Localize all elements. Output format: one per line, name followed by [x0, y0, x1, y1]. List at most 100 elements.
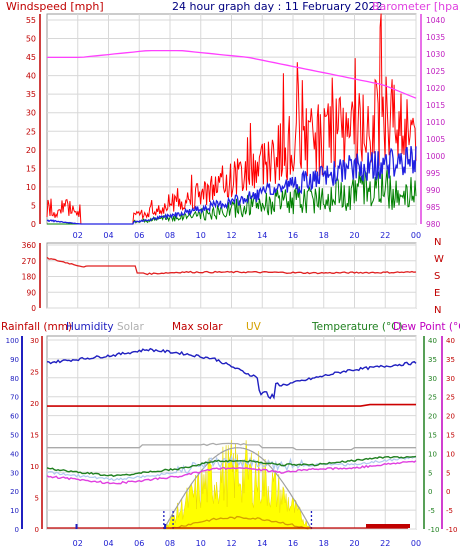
barometer-y-tick: 1000 — [426, 152, 445, 161]
barometer-y-tick: 1035 — [426, 33, 445, 42]
barometer-y-tick: 1005 — [426, 135, 445, 144]
temp-y-tick: 5 — [428, 469, 432, 477]
temp-x-tick: 14 — [257, 539, 267, 548]
temp-x-tick: 08 — [165, 539, 175, 548]
wind-y-tick: 45 — [26, 53, 36, 62]
avg-wind-series — [46, 146, 417, 225]
humidity-y-tick: 10 — [10, 507, 19, 515]
wind-x-tick: 22 — [380, 231, 390, 240]
windspeed-axis-label: Windspeed [mph] — [6, 0, 104, 13]
dewpoint-y-tick: 35 — [446, 356, 455, 364]
solar-series — [47, 442, 416, 451]
humidity-y-tick: 50 — [10, 432, 19, 440]
wind-x-tick: 12 — [226, 231, 236, 240]
barometer-y-tick: 1020 — [426, 84, 445, 93]
rain-y-tick: 25 — [30, 369, 39, 377]
rain-y-tick: 10 — [30, 463, 39, 471]
solar-area — [163, 440, 313, 530]
humidity-y-tick: 60 — [10, 413, 19, 421]
uv-series — [169, 515, 309, 530]
humidity-y-tick: 40 — [10, 450, 19, 458]
temp-y-tick: -10 — [428, 526, 439, 534]
wind-y-tick: 30 — [26, 109, 36, 118]
dewpoint-y-tick: 10 — [446, 450, 455, 458]
wind-y-tick: 10 — [26, 183, 36, 192]
compass-label: E — [434, 288, 440, 299]
temp-y-tick: 20 — [428, 413, 437, 421]
wind-y-tick: 20 — [26, 146, 36, 155]
compass-label: N — [434, 237, 441, 248]
dewpoint-y-tick: 40 — [446, 337, 455, 345]
wind-y-tick: 25 — [26, 127, 36, 136]
temp-y-tick: 25 — [428, 394, 437, 402]
dewpoint-series — [46, 460, 417, 485]
direction-y-tick: 0 — [31, 304, 36, 313]
dewpoint-y-tick: 5 — [446, 469, 450, 477]
temp-x-tick: 04 — [103, 539, 113, 548]
wind-x-tick: 20 — [349, 231, 359, 240]
humidity-y-tick: 30 — [10, 469, 19, 477]
dewpoint-y-tick: 15 — [446, 432, 455, 440]
barometer-y-tick: 980 — [426, 220, 441, 229]
temp-x-tick: 22 — [380, 539, 390, 548]
wind-x-tick: 00 — [411, 231, 421, 240]
humidity-series — [47, 347, 417, 400]
rain-y-tick: 15 — [30, 432, 39, 440]
wind-x-tick: 18 — [319, 231, 329, 240]
barometer-y-tick: 1030 — [426, 50, 445, 59]
rain-y-tick: 30 — [30, 337, 39, 345]
graph-title: 24 hour graph day : 11 February 2022 — [172, 0, 383, 13]
temp-y-tick: 10 — [428, 450, 437, 458]
uv-label: UV — [246, 321, 262, 333]
temp-x-tick: 20 — [349, 539, 359, 548]
temp-x-tick: 16 — [288, 539, 298, 548]
temperature-series — [46, 455, 417, 477]
humidity-y-tick: 20 — [10, 488, 19, 496]
temp-y-tick: 0 — [428, 488, 432, 496]
wind-y-tick: 55 — [26, 16, 36, 25]
temperature-label: Temperature (°C) — [311, 321, 403, 333]
wind-y-tick: 40 — [26, 72, 36, 81]
compass-label: S — [434, 271, 440, 282]
temp-y-tick: -5 — [428, 507, 435, 515]
rain-y-tick: 5 — [35, 495, 39, 503]
dewpoint-y-tick: 25 — [446, 394, 455, 402]
humidity-y-tick: 70 — [10, 394, 19, 402]
wind-x-tick: 06 — [134, 231, 144, 240]
wind-x-tick: 02 — [73, 231, 83, 240]
wind-y-tick: 0 — [31, 220, 36, 229]
solar-label: Solar — [117, 321, 144, 333]
dewpoint-y-tick: -10 — [446, 526, 457, 534]
temp-x-tick: 18 — [319, 539, 329, 548]
dewpoint-y-tick: -5 — [446, 507, 453, 515]
wind-x-tick: 14 — [257, 231, 267, 240]
wind-x-tick: 10 — [196, 231, 206, 240]
humidity-y-tick: 0 — [15, 526, 19, 534]
compass-label: W — [434, 254, 444, 265]
temp-x-tick: 12 — [226, 539, 236, 548]
wind-y-tick: 35 — [26, 90, 36, 99]
direction-y-tick: 270 — [22, 257, 37, 266]
temp-y-tick: 40 — [428, 337, 437, 345]
rain-y-tick: 0 — [35, 526, 39, 534]
dewpoint-label: Dew Point (°C) — [393, 321, 460, 333]
barometer-y-tick: 995 — [426, 169, 441, 178]
temp-x-tick: 10 — [196, 539, 206, 548]
wind-barometer-panel: 0510152025303540455055980985990995100010… — [26, 13, 445, 240]
temp-y-tick: 30 — [428, 375, 437, 383]
humidity-y-tick: 100 — [6, 337, 19, 345]
temp-x-tick: 02 — [73, 539, 83, 548]
humidity-label: Humidity — [66, 321, 114, 333]
wind-x-tick: 16 — [288, 231, 298, 240]
barometer-y-tick: 1015 — [426, 101, 445, 110]
direction-y-tick: 180 — [22, 273, 37, 282]
feels-like-series — [46, 454, 417, 482]
rainfall-label: Rainfall (mm) — [1, 321, 72, 333]
direction-series — [46, 256, 417, 276]
dewpoint-y-tick: 20 — [446, 413, 455, 421]
rain-y-tick: 20 — [30, 400, 39, 408]
max-solar-series — [163, 447, 312, 530]
humidity-y-tick: 80 — [10, 375, 19, 383]
